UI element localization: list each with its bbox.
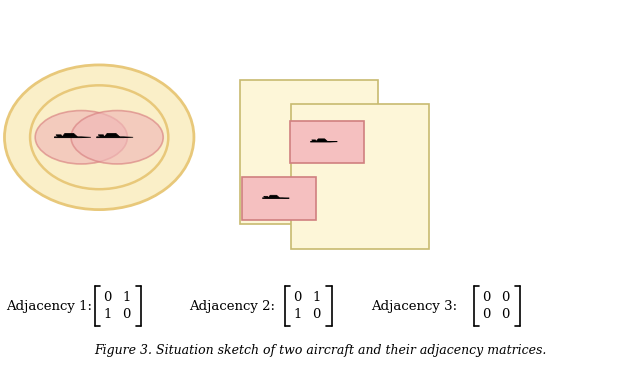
Polygon shape [54, 137, 91, 138]
Polygon shape [310, 141, 337, 142]
Ellipse shape [30, 85, 168, 189]
Bar [242, 177, 316, 220]
Polygon shape [97, 137, 133, 138]
Text: 0: 0 [482, 291, 491, 304]
Ellipse shape [4, 65, 194, 210]
Polygon shape [62, 134, 77, 137]
Text: 1: 1 [103, 308, 112, 321]
Text: 0: 0 [501, 291, 510, 304]
Polygon shape [56, 135, 62, 137]
Text: 1: 1 [293, 308, 302, 321]
Text: 0: 0 [501, 308, 510, 321]
Polygon shape [316, 139, 328, 141]
Bar [291, 104, 429, 249]
Text: 0: 0 [293, 291, 302, 304]
Text: 0: 0 [122, 308, 131, 321]
Polygon shape [104, 134, 120, 137]
Text: Adjacency 2:: Adjacency 2: [189, 299, 275, 313]
Polygon shape [264, 196, 268, 198]
Text: 1: 1 [312, 291, 321, 304]
Circle shape [71, 111, 163, 164]
Bar [240, 80, 378, 224]
Text: Adjacency 1:: Adjacency 1: [6, 299, 92, 313]
Polygon shape [312, 140, 316, 141]
Text: 1: 1 [122, 291, 131, 304]
Text: 0: 0 [103, 291, 112, 304]
Text: Adjacency 3:: Adjacency 3: [371, 299, 458, 313]
Bar [290, 121, 364, 163]
Text: 0: 0 [312, 308, 321, 321]
Circle shape [35, 111, 127, 164]
Polygon shape [98, 135, 104, 137]
Text: 0: 0 [482, 308, 491, 321]
Text: Figure 3. Situation sketch of two aircraft and their adjacency matrices.: Figure 3. Situation sketch of two aircra… [94, 344, 546, 357]
Polygon shape [268, 195, 280, 198]
